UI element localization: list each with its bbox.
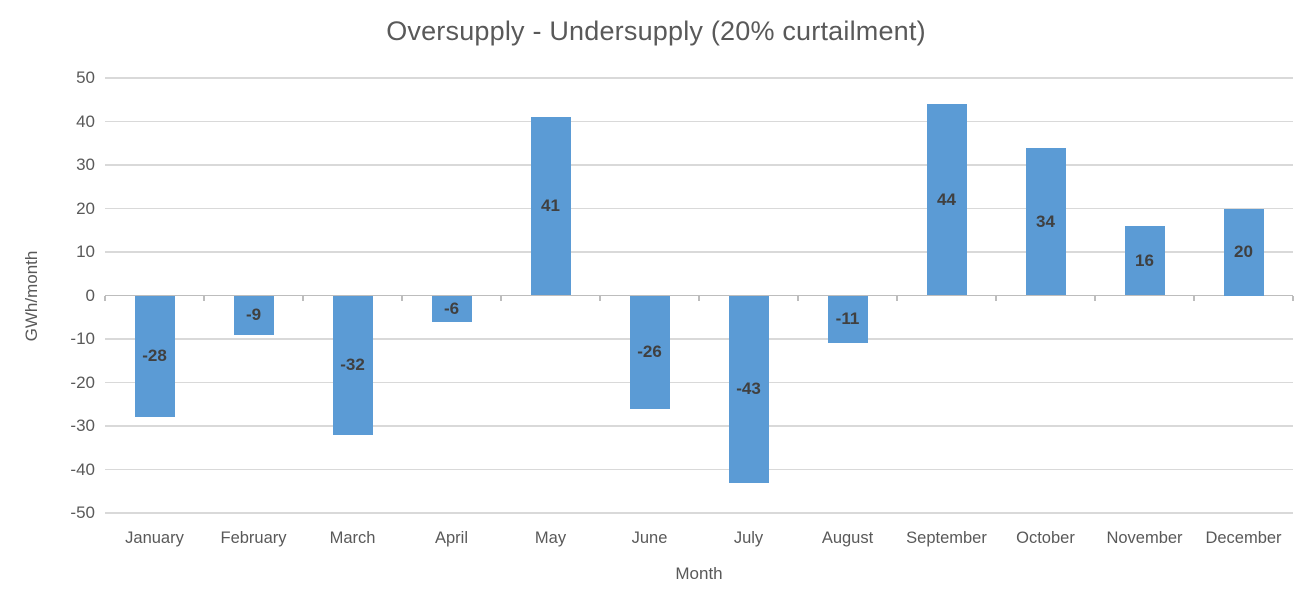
x-axis-line <box>105 294 1293 297</box>
axis-tick <box>203 296 205 302</box>
y-tick-label: 30 <box>76 155 95 174</box>
x-tick-label: November <box>1106 529 1183 547</box>
x-tick-label: July <box>733 529 764 547</box>
gridline <box>105 77 1293 79</box>
axis-tick <box>599 296 601 302</box>
chart-title: Oversupply - Undersupply (20% curtailmen… <box>386 16 926 46</box>
gridline <box>105 338 1293 340</box>
axis-tick <box>401 296 403 302</box>
bar <box>431 295 472 322</box>
bar-value-label: 16 <box>1135 250 1154 270</box>
x-tick-label: May <box>534 529 567 547</box>
axis-tick <box>1193 296 1195 302</box>
bar <box>827 295 868 344</box>
bar <box>530 117 571 296</box>
x-tick-label: December <box>1205 529 1282 547</box>
bar <box>1025 147 1066 296</box>
y-tick-label: -40 <box>70 459 95 479</box>
gridline <box>105 164 1293 166</box>
axis-tick <box>896 296 898 302</box>
plot-area: -28 -9 -32 -6 41 -26 -43 -11 44 34 16 20 <box>104 77 1294 514</box>
bar-value-label: 44 <box>937 189 956 209</box>
x-tick-label: September <box>906 529 987 547</box>
bar-value-label: -28 <box>142 346 167 366</box>
y-tick-label: 20 <box>76 198 95 218</box>
x-axis-title: Month <box>675 564 723 583</box>
bar-value-label: -11 <box>835 309 860 329</box>
y-tick-label: -20 <box>70 372 95 392</box>
axis-tick <box>302 296 304 302</box>
x-tick-label: October <box>1016 529 1075 547</box>
gridline <box>105 251 1293 253</box>
axis-tick <box>1292 296 1294 302</box>
gridline <box>105 381 1293 384</box>
bar-value-label: -6 <box>443 298 460 318</box>
axis-tick <box>698 296 700 302</box>
bar-value-label: 41 <box>541 196 560 216</box>
bar <box>134 295 175 418</box>
bar-value-label: -43 <box>736 379 761 399</box>
y-tick-label: -30 <box>70 416 95 435</box>
bar-value-label: 20 <box>1234 242 1253 261</box>
gridline <box>105 512 1293 514</box>
bar <box>728 295 769 483</box>
x-tick-label: January <box>125 529 184 547</box>
gridline <box>105 425 1293 427</box>
gridline <box>105 207 1293 210</box>
y-tick-label: -10 <box>70 329 95 348</box>
y-tick-label: 0 <box>85 285 95 305</box>
bar <box>233 295 274 335</box>
bar <box>1124 225 1165 296</box>
bar-value-label: -32 <box>340 355 365 375</box>
y-tick-label: -50 <box>70 503 95 522</box>
bar <box>629 295 670 409</box>
y-tick-label: 40 <box>76 111 95 131</box>
gridline <box>105 120 1293 123</box>
x-tick-label: February <box>220 529 287 547</box>
x-tick-label: March <box>329 529 376 547</box>
x-tick-label: June <box>631 529 668 547</box>
bar-value-label: -9 <box>245 305 262 325</box>
axis-tick <box>995 296 997 302</box>
y-tick-label: 10 <box>76 242 95 261</box>
gridline <box>105 468 1293 471</box>
bar-value-label: -26 <box>637 342 662 362</box>
bar <box>926 104 967 296</box>
axis-tick <box>104 296 106 302</box>
axis-tick <box>1094 296 1096 302</box>
x-tick-label: April <box>434 529 468 547</box>
x-tick-label: August <box>821 529 874 547</box>
bar-value-label: 34 <box>1036 211 1055 231</box>
bar <box>1223 208 1264 296</box>
axis-tick <box>797 296 799 302</box>
bar <box>332 295 373 435</box>
y-tick-label: 50 <box>76 68 95 87</box>
axis-tick <box>500 296 502 302</box>
